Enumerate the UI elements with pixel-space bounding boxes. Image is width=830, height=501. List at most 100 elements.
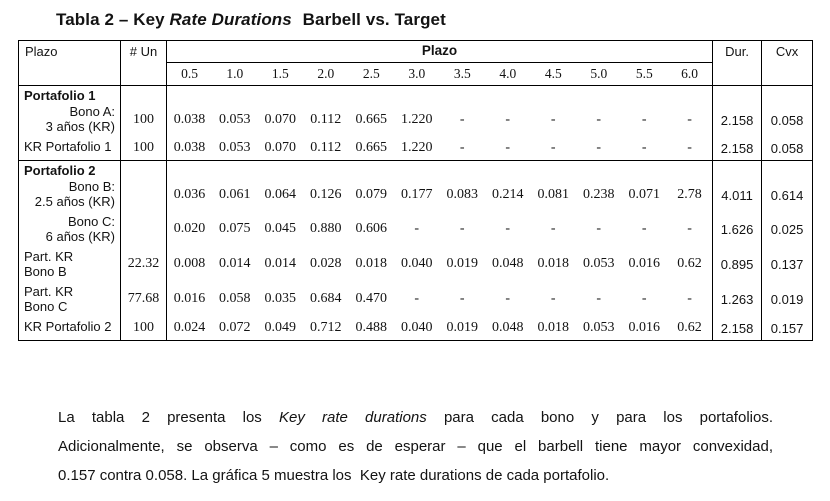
kr-value-cell: 0.665 bbox=[348, 85, 394, 137]
kr-value-cell: - bbox=[621, 85, 667, 137]
kr-value-cell: 0.053 bbox=[583, 320, 615, 336]
header-tick: 0.5 bbox=[181, 66, 198, 81]
kr-value-cell: - bbox=[414, 221, 420, 236]
units-cell: 77.68 bbox=[120, 281, 167, 317]
kr-value-cell: - bbox=[550, 221, 556, 236]
kr-value-cell: 0.665 bbox=[355, 140, 388, 156]
table-row: Part. KR Bono B 22.32 0.008 0.014 0.014 0.028 0… bbox=[18, 246, 813, 282]
kr-value-cell: 0.112 bbox=[303, 85, 349, 137]
paragraph-segment: La tabla 2 presenta los bbox=[58, 409, 279, 426]
table-row: Portafolio 2 Bono B: 2.5 años (KR) 0.036 0.0… bbox=[18, 160, 813, 212]
kr-value-cell: 0.075 bbox=[219, 221, 251, 236]
kr-value-cell: 0.238 bbox=[576, 160, 622, 212]
duration-cell: 2.158 bbox=[712, 316, 763, 341]
kr-value-cell: 0.058 bbox=[219, 291, 251, 306]
table-row: Part. KR Bono C 77.68 0.016 0.058 0.035 0.684 0… bbox=[18, 281, 813, 317]
kr-value-cell: - bbox=[485, 85, 531, 137]
units-cell: 100 bbox=[120, 136, 167, 161]
units-cell: 100 bbox=[120, 316, 167, 341]
units-cell bbox=[120, 211, 167, 247]
row-label-cell: KR Portafolio 1 bbox=[18, 136, 121, 161]
kr-value-cell: 0.018 bbox=[537, 256, 570, 271]
units-cell bbox=[120, 160, 167, 212]
kr-value-cell: 0.070 bbox=[264, 140, 297, 156]
row-label-cell: Portafolio 2 Bono B: 2.5 años (KR) bbox=[18, 160, 121, 212]
kr-value-cell: - bbox=[505, 221, 511, 236]
kr-value-cell: 0.606 bbox=[355, 221, 388, 236]
row-label-line: 6 años (KR) bbox=[45, 229, 115, 244]
kr-value-cell: 0.126 bbox=[303, 160, 349, 212]
section-title: Portafolio 1 bbox=[24, 88, 96, 103]
kr-value-cell: 0.053 bbox=[583, 256, 615, 271]
header-convexity: Cvx bbox=[775, 44, 799, 59]
header-tick: 4.5 bbox=[544, 66, 562, 81]
row-label-cell: Part. KR Bono C bbox=[18, 281, 121, 317]
row-label-line: Part. KR bbox=[24, 283, 74, 299]
kr-value-cell: 0.016 bbox=[628, 256, 661, 271]
row-label-cell: Part. KR Bono B bbox=[18, 246, 121, 282]
kr-value-cell: - bbox=[596, 221, 602, 236]
paragraph-segment: 0.157 contra 0.058. La gráfica 5 muestra… bbox=[58, 467, 610, 484]
table-row: Bono C: 6 años (KR) 0.020 0.075 0.045 0.880 0.… bbox=[18, 211, 813, 247]
kr-value-cell: - bbox=[687, 221, 692, 236]
kr-value-cell: 0.038 bbox=[173, 140, 206, 156]
kr-value-cell: 0.064 bbox=[257, 160, 303, 212]
kr-value-cell: - bbox=[439, 85, 485, 137]
kr-value-cell: 0.020 bbox=[173, 221, 206, 236]
kr-value-cell: 0.028 bbox=[310, 256, 342, 271]
kr-value-cell: 0.072 bbox=[219, 320, 251, 336]
kr-value-cell: - bbox=[459, 291, 465, 306]
kr-value-cell: 0.048 bbox=[492, 256, 524, 271]
convexity-cell: 0.058 bbox=[770, 140, 804, 156]
header-tick: 1.0 bbox=[226, 66, 244, 81]
header-plazo-label: Plazo bbox=[18, 40, 121, 86]
kr-value-cell: - bbox=[687, 291, 692, 306]
kr-value-cell: 0.035 bbox=[264, 291, 297, 306]
kr-value-cell: 1.220 bbox=[394, 85, 440, 137]
table-row: Portafolio 1 Bono A: 3 años (KR) 100 0.038 0.… bbox=[18, 85, 813, 137]
header-plazo-span: Plazo bbox=[166, 40, 713, 63]
kr-value-cell: - bbox=[530, 85, 576, 137]
kr-value-cell: 0.214 bbox=[485, 160, 531, 212]
row-label-cell: Bono C: 6 años (KR) bbox=[18, 211, 121, 247]
kr-value-cell: 0.053 bbox=[212, 85, 258, 137]
kr-value-cell: - bbox=[596, 140, 602, 156]
kr-value-cell: - bbox=[414, 291, 420, 306]
title-segment: Tabla 2 – Key bbox=[56, 10, 170, 29]
kr-value-cell: 0.177 bbox=[394, 160, 440, 212]
kr-value-cell: 0.016 bbox=[173, 291, 206, 306]
kr-value-cell: 0.014 bbox=[219, 256, 251, 271]
kr-value-cell: 0.62 bbox=[677, 256, 702, 271]
paragraph-line: 0.157 contra 0.058. La gráfica 5 muestra… bbox=[58, 461, 773, 490]
table-title: Tabla 2 – Key Rate Durations Barbell vs.… bbox=[56, 10, 830, 30]
kr-value-cell: 0.036 bbox=[166, 160, 212, 212]
kr-value-cell: - bbox=[641, 291, 647, 306]
kr-value-cell: 0.071 bbox=[621, 160, 667, 212]
row-label-line: Bono B bbox=[24, 264, 67, 279]
header-tick: 5.5 bbox=[635, 66, 653, 81]
row-label-line: KR Portafolio 1 bbox=[24, 138, 112, 154]
kr-value-cell: 0.008 bbox=[173, 256, 206, 271]
header-tick: 2.5 bbox=[362, 66, 380, 81]
row-label-cell: KR Portafolio 2 bbox=[18, 316, 121, 341]
body-paragraph: La tabla 2 presenta los Key rate duratio… bbox=[58, 403, 773, 490]
kr-value-cell: 0.019 bbox=[446, 256, 479, 271]
kr-value-cell: - bbox=[576, 85, 622, 137]
kr-value-cell: - bbox=[641, 140, 647, 156]
header-units: # Un bbox=[120, 40, 167, 86]
duration-cell: 1.626 bbox=[712, 211, 763, 247]
units-cell: 100 bbox=[120, 85, 167, 137]
kr-value-cell: 0.014 bbox=[264, 256, 297, 271]
kr-value-cell: - bbox=[459, 140, 465, 156]
kr-value-cell: 0.049 bbox=[264, 320, 297, 336]
header-tick: 6.0 bbox=[681, 66, 698, 81]
header-tick: 1.5 bbox=[271, 66, 289, 81]
header-tick: 3.0 bbox=[408, 66, 426, 81]
row-label-line: Bono B: bbox=[68, 178, 115, 194]
kr-value-cell: 0.684 bbox=[310, 291, 342, 306]
paragraph-segment: para cada bono y para los portafolios. bbox=[426, 409, 773, 426]
kr-value-cell: - bbox=[459, 221, 465, 236]
kr-value-cell: 0.048 bbox=[492, 320, 524, 336]
kr-value-cell: 0.018 bbox=[355, 256, 388, 271]
duration-cell: 2.158 bbox=[712, 85, 763, 137]
